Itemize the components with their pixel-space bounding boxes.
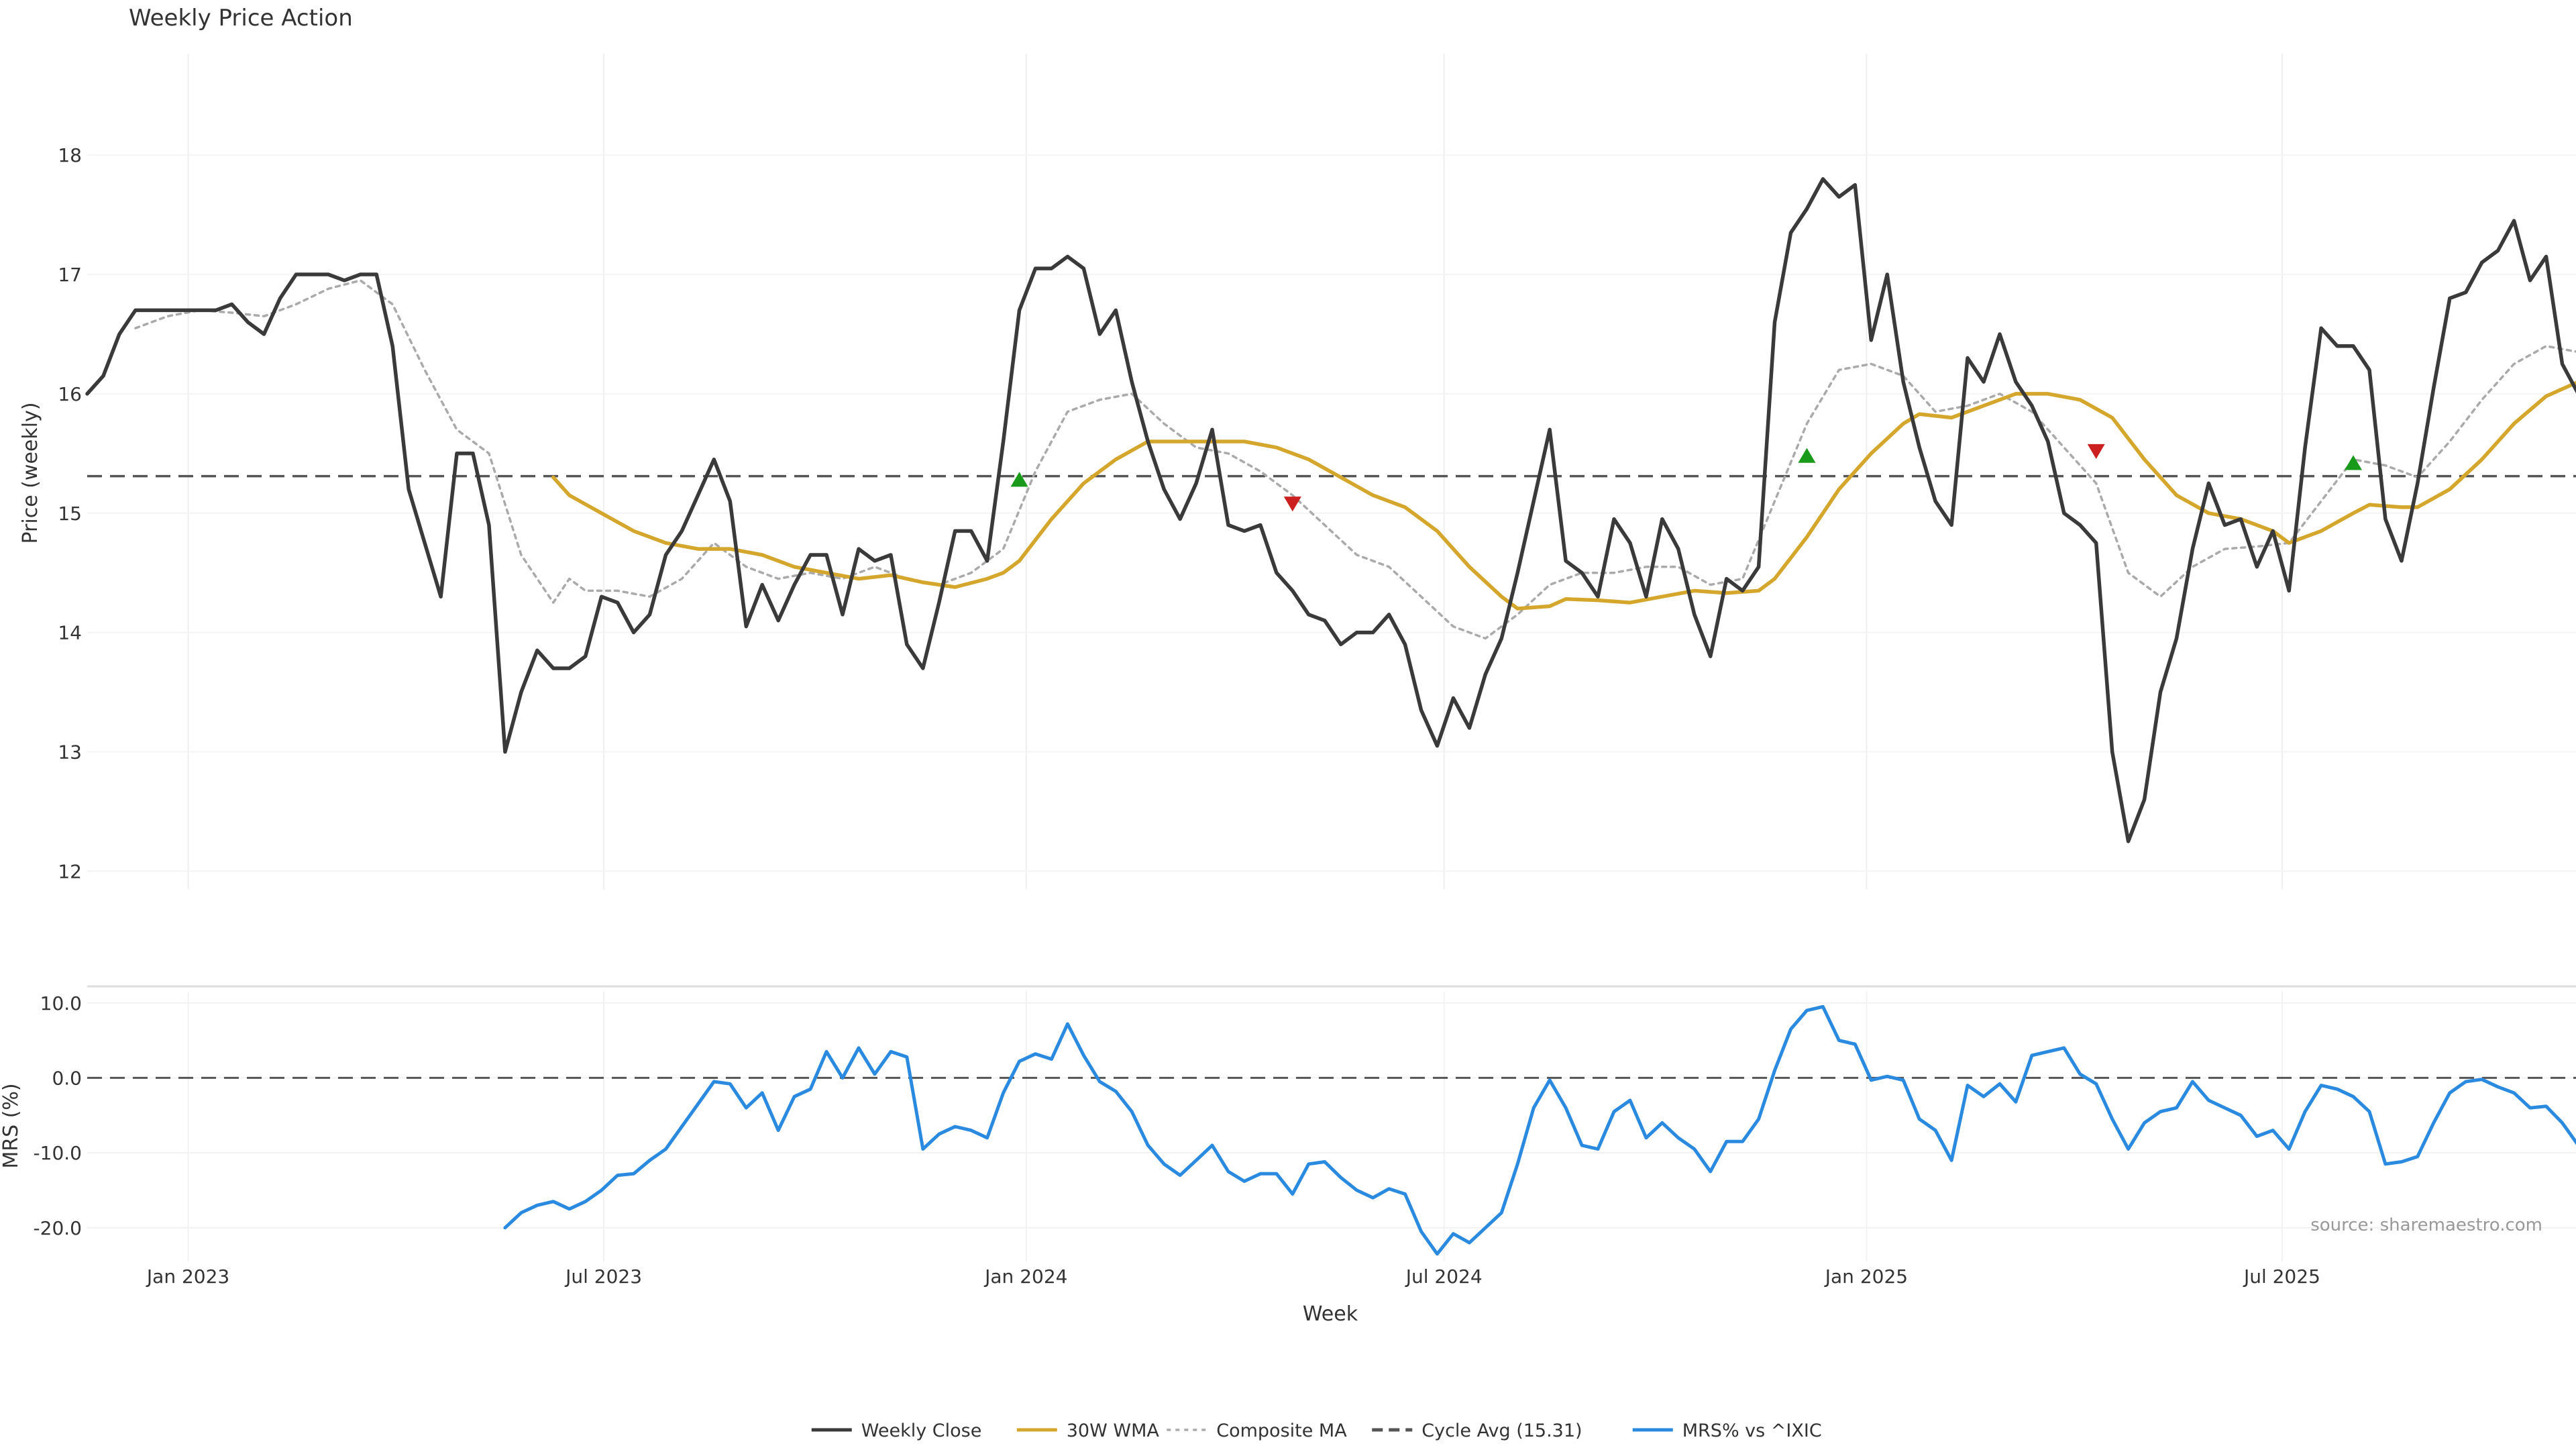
source-annotation: source: sharemaestro.com: [2310, 1215, 2542, 1235]
legend-label: MRS% vs ^IXIC: [1682, 1420, 1822, 1441]
legend-label: Composite MA: [1216, 1420, 1347, 1441]
price-chart-title: Weekly Price Action: [129, 5, 353, 32]
legend-label: 30W WMA: [1067, 1420, 1160, 1441]
mrs-line: [503, 1004, 2576, 1256]
sell-signal-marker: [2087, 444, 2105, 459]
mrs-y-axis-label: MRS (%): [0, 1083, 23, 1168]
price-y-tick-label: 14: [58, 622, 82, 644]
x-tick-label: Jan 2025: [1824, 1265, 1908, 1288]
x-tick-label: Jan 2023: [146, 1265, 229, 1288]
legend-cycle-avg: Cycle Avg (15.31): [1372, 1420, 1582, 1441]
price-y-ticks: 12 13 14 15 16 17 18: [58, 144, 82, 882]
legend-mrs: MRS% vs ^IXIC: [1632, 1420, 1822, 1441]
mrs-y-tick-label: 10.0: [40, 992, 82, 1015]
mrs-y-tick-label: -20.0: [34, 1217, 82, 1239]
mrs-y-tick-label: -10.0: [34, 1142, 82, 1164]
mrs-panel: 10.00.0-10.0-20.0 Jan 2023 Jul 2023 Jan 20…: [0, 985, 2576, 1326]
legend-label: Cycle Avg (15.31): [1421, 1420, 1582, 1441]
wma-30w-line: [551, 380, 2576, 611]
sell-signal-marker: [1283, 497, 1301, 512]
legend-composite-ma: Composite MA: [1167, 1420, 1347, 1441]
x-axis-label: Week: [1303, 1302, 1358, 1326]
legend-label: Weekly Close: [861, 1420, 982, 1441]
signal-markers: [1010, 444, 2363, 512]
x-tick-label: Jul 2025: [2243, 1265, 2320, 1288]
x-tick-label: Jul 2023: [564, 1265, 642, 1288]
x-tick-label: Jul 2024: [1405, 1265, 1483, 1288]
price-y-axis-label: Price (weekly): [19, 402, 42, 543]
price-y-tick-label: 16: [58, 383, 82, 405]
weekly-close-line: [85, 177, 2576, 843]
x-tick-label: Jan 2024: [983, 1265, 1067, 1288]
price-y-tick-label: 13: [58, 741, 82, 763]
price-y-tick-label: 15: [58, 503, 82, 525]
x-axis-ticks: Jan 2023 Jul 2023 Jan 2024 Jul 2024 Jan 2025…: [146, 1265, 2320, 1288]
price-y-tick-label: 18: [58, 144, 82, 166]
price-panel: 12 13 14 15 16 17 18 Weekly Price Action Price…: [19, 5, 2576, 889]
price-series-group: [85, 177, 2576, 843]
mrs-y-tick-label: 0.0: [52, 1067, 82, 1089]
buy-signal-marker: [1010, 472, 1028, 487]
mrs-series-group: [503, 1004, 2576, 1256]
composite-ma-line: [134, 279, 2576, 640]
legend-30w-wma: 30W WMA: [1016, 1420, 1160, 1441]
price-y-tick-label: 17: [58, 264, 82, 286]
mrs-y-ticks: 10.0 0.0 -10.0 -20.0: [34, 992, 82, 1239]
price-y-tick-label: 12: [58, 860, 82, 882]
legend: Weekly Close 30W WMA Composite MA Cycle Avg…: [811, 1420, 1822, 1441]
buy-signal-marker: [1798, 448, 1816, 463]
buy-signal-marker: [2345, 455, 2363, 470]
legend-weekly-close: Weekly Close: [811, 1420, 982, 1441]
